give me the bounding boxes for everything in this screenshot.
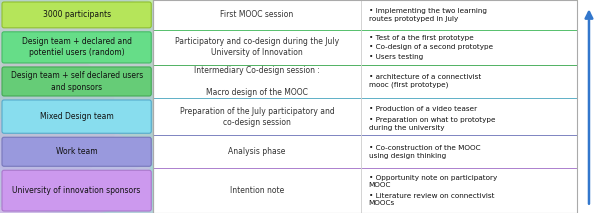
Text: 3000 participants: 3000 participants [43, 10, 111, 19]
FancyBboxPatch shape [2, 2, 151, 28]
Text: • Test of a the first prototype: • Test of a the first prototype [368, 35, 474, 41]
Text: Work team: Work team [56, 147, 97, 156]
Text: • Co-construction of the MOOC
using design thinking: • Co-construction of the MOOC using desi… [368, 145, 480, 158]
FancyBboxPatch shape [2, 137, 151, 166]
Text: Participatory and co-design during the July
University of Innovation: Participatory and co-design during the J… [175, 37, 339, 58]
Text: Intermediary Co-design session :

Macro design of the MOOC: Intermediary Co-design session : Macro d… [194, 66, 320, 97]
Ellipse shape [0, 52, 118, 183]
FancyBboxPatch shape [2, 32, 151, 63]
Text: • Production of a video teaser: • Production of a video teaser [368, 106, 477, 112]
Text: First MOOC session: First MOOC session [221, 10, 293, 19]
Text: • Users testing: • Users testing [368, 54, 423, 60]
Text: Intention note: Intention note [230, 186, 284, 195]
Text: • Preparation on what to prototype
during the university: • Preparation on what to prototype durin… [368, 117, 495, 131]
Bar [153, 0, 577, 30]
Bar [153, 168, 577, 213]
Ellipse shape [0, 117, 151, 213]
Bar [153, 0, 577, 213]
Bar [153, 135, 577, 168]
FancyBboxPatch shape [2, 67, 151, 96]
Ellipse shape [0, 9, 163, 213]
Ellipse shape [0, 0, 255, 213]
Text: • Literature review on connectivist
MOOCs: • Literature review on connectivist MOOC… [368, 193, 494, 206]
FancyBboxPatch shape [2, 170, 151, 211]
Text: • Implementing the two learning
routes prototyped in July: • Implementing the two learning routes p… [368, 8, 487, 22]
Text: Design team + self declared users
and sponsors: Design team + self declared users and sp… [10, 71, 143, 92]
Ellipse shape [0, 0, 302, 149]
Bar [153, 0, 577, 213]
Text: Analysis phase: Analysis phase [228, 147, 285, 156]
Text: • architecture of a connectivist
mooc (first prototype): • architecture of a connectivist mooc (f… [368, 75, 481, 88]
Text: • Co-design of a second prototype: • Co-design of a second prototype [368, 44, 493, 50]
Ellipse shape [0, 0, 210, 213]
Bar [153, 98, 577, 135]
Bar [153, 30, 577, 65]
Text: Mixed Design team: Mixed Design team [40, 112, 114, 121]
Ellipse shape [0, 0, 212, 181]
FancyBboxPatch shape [2, 100, 151, 133]
Ellipse shape [0, 85, 257, 213]
Text: Design team + declared and
potentiel users (random): Design team + declared and potentiel use… [22, 37, 132, 58]
Text: University of innovation sponsors: University of innovation sponsors [13, 186, 141, 195]
Text: • Opportunity note on participatory
MOOC: • Opportunity note on participatory MOOC [368, 175, 497, 189]
Text: Preparation of the July participatory and
co-design session: Preparation of the July participatory an… [180, 106, 334, 127]
Ellipse shape [0, 0, 302, 213]
Bar [153, 65, 577, 98]
